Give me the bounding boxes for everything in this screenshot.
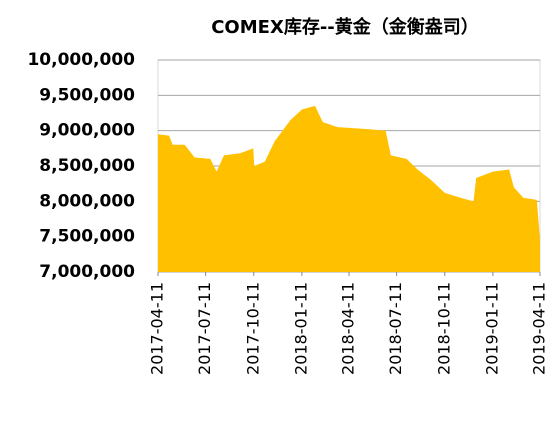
y-tick-label: 7,500,000 (39, 227, 135, 247)
y-tick-label: 8,500,000 (39, 156, 135, 176)
x-tick-label: 2018-10-11 (434, 282, 453, 375)
x-tick-label: 2018-04-11 (339, 282, 358, 375)
x-tick-label: 2017-07-11 (195, 282, 214, 375)
x-tick-label: 2019-04-11 (530, 282, 547, 375)
x-tick-label: 2019-01-11 (482, 282, 501, 375)
y-tick-label: 9,000,000 (39, 121, 135, 141)
y-tick-label: 10,000,000 (27, 50, 135, 70)
x-tick-label: 2018-01-11 (291, 282, 310, 375)
y-tick-label: 9,500,000 (39, 85, 135, 105)
y-tick-label: 7,000,000 (39, 262, 135, 282)
x-tick-label: 2018-07-11 (386, 282, 405, 375)
y-tick-label: 8,000,000 (39, 191, 135, 211)
chart-title: COMEX库存--黄金（金衡盎司） (211, 16, 479, 38)
x-tick-label: 2017-10-11 (243, 282, 262, 375)
x-tick-label: 2017-04-11 (148, 282, 167, 375)
area (158, 105, 540, 272)
